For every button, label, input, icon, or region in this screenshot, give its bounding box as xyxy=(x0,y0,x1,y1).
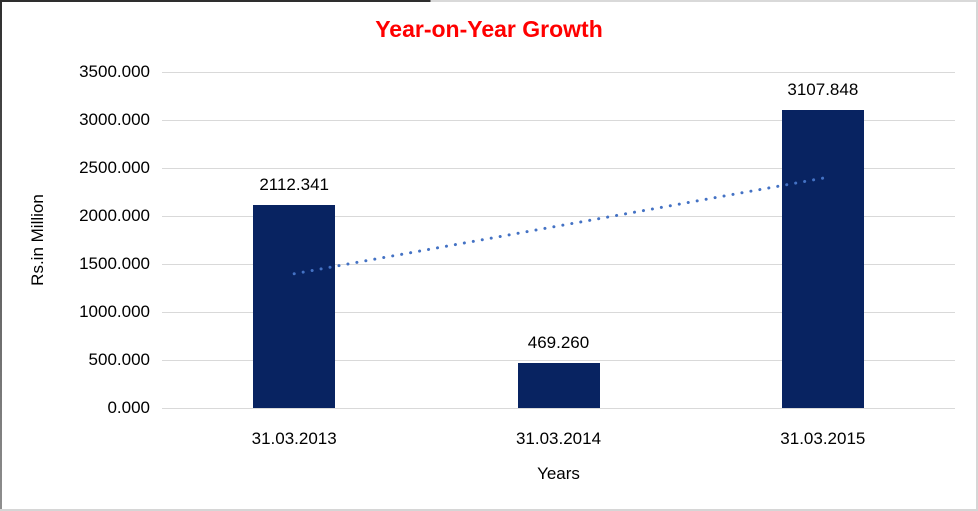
y-axis-tick-label: 1000.000 xyxy=(79,302,150,321)
gridline xyxy=(162,311,955,313)
bar-value-label: 2112.341 xyxy=(259,175,329,195)
frame-top-border xyxy=(0,0,978,2)
y-axis-tick-label: 0.000 xyxy=(107,398,150,417)
chart-title: Year-on-Year Growth xyxy=(375,16,603,42)
x-axis-title: Years xyxy=(537,464,580,483)
bar xyxy=(253,205,336,408)
gridline xyxy=(162,407,955,409)
gridline xyxy=(162,71,955,73)
frame-bottom-border xyxy=(0,509,978,511)
bar-value-label: 3107.848 xyxy=(787,79,859,99)
y-axis-tick-label: 2500.000 xyxy=(79,158,150,177)
gridline xyxy=(162,119,955,121)
bar xyxy=(781,109,864,408)
x-axis-tick-label: 31.03.2013 xyxy=(251,429,337,448)
y-axis-tick-label: 2000.000 xyxy=(79,206,150,225)
bar-value-label: 469.260 xyxy=(527,332,590,352)
x-axis-tick-label: 31.03.2014 xyxy=(515,429,602,448)
y-axis-tick-label: 1500.000 xyxy=(79,254,150,273)
y-axis-tick-label: 500.000 xyxy=(88,350,150,369)
bar xyxy=(517,362,600,408)
gridline xyxy=(162,167,955,169)
gridline xyxy=(162,359,955,361)
y-axis-tick-label: 3000.000 xyxy=(79,110,150,129)
frame-right-border xyxy=(976,0,978,511)
x-axis-tick-label: 31.03.2015 xyxy=(780,429,866,448)
y-axis-tick-label: 3500.000 xyxy=(79,62,150,81)
frame-left-border xyxy=(0,0,2,511)
